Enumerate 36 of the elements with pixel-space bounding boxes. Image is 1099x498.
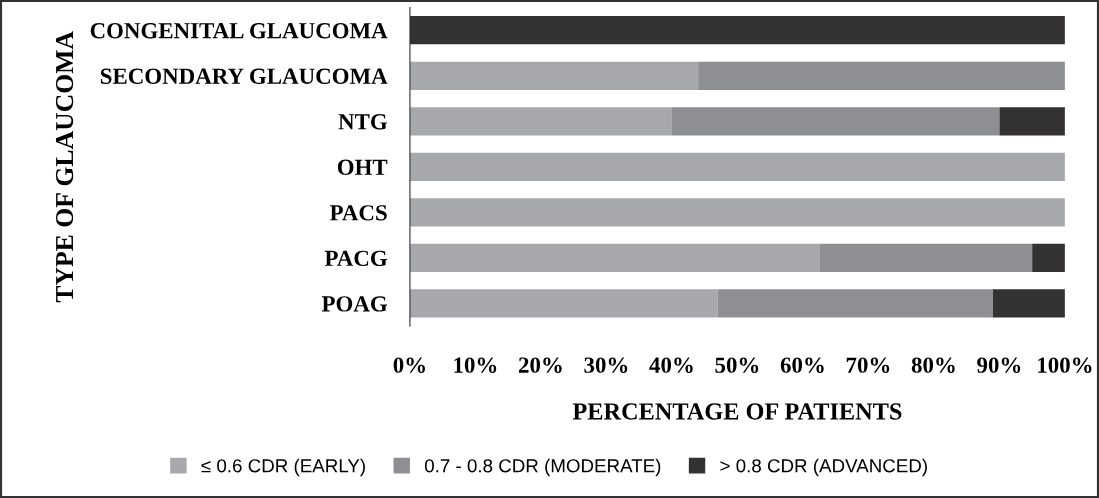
- x-tick-label: 0%: [393, 357, 425, 373]
- bar: [671, 107, 1000, 136]
- bar: [698, 61, 1065, 90]
- x-tick-label: 50%: [715, 357, 759, 373]
- x-tick-label: 30%: [584, 357, 628, 373]
- y-tick-label: SECONDARY GLAUCOMA: [100, 68, 388, 84]
- bar: [992, 289, 1065, 318]
- y-axis-title: TYPE OF GLAUCOMA: [55, 31, 74, 303]
- x-axis-title: PERCENTAGE OF PATIENTS: [572, 403, 902, 420]
- y-tick-label: NTG: [338, 114, 388, 130]
- legend-label: 0.7 - 0.8 CDR (MODERATE): [424, 458, 661, 477]
- bar: [409, 107, 672, 136]
- y-tick-label: PACS: [329, 205, 387, 221]
- x-tick-label: 70%: [846, 357, 890, 373]
- x-tick-label: 40%: [649, 357, 693, 373]
- bar: [409, 289, 718, 318]
- legend-label: ≤ 0.6 CDR (EARLY): [201, 458, 365, 477]
- bar: [819, 243, 1033, 273]
- y-tick-label: OHT: [337, 159, 388, 176]
- bar: [999, 107, 1065, 136]
- x-tick-label: 20%: [518, 357, 562, 373]
- bar: [1032, 243, 1065, 273]
- bar: [409, 61, 699, 90]
- bar: [409, 198, 1065, 227]
- x-tick-label: 100%: [1038, 357, 1092, 373]
- bar: [409, 152, 1065, 181]
- y-tick-label: CONGENITAL GLAUCOMA: [90, 23, 388, 39]
- x-tick-label: 80%: [911, 357, 955, 373]
- y-tick-label: POAG: [321, 296, 388, 312]
- x-tick-label: 10%: [454, 357, 497, 373]
- x-tick-label: 90%: [977, 357, 1021, 373]
- bar: [717, 289, 993, 318]
- bar: [409, 243, 820, 273]
- legend-label: > 0.8 CDR (ADVANCED): [720, 458, 927, 477]
- y-tick-label: PACG: [324, 250, 388, 267]
- x-tick-label: 60%: [780, 357, 824, 373]
